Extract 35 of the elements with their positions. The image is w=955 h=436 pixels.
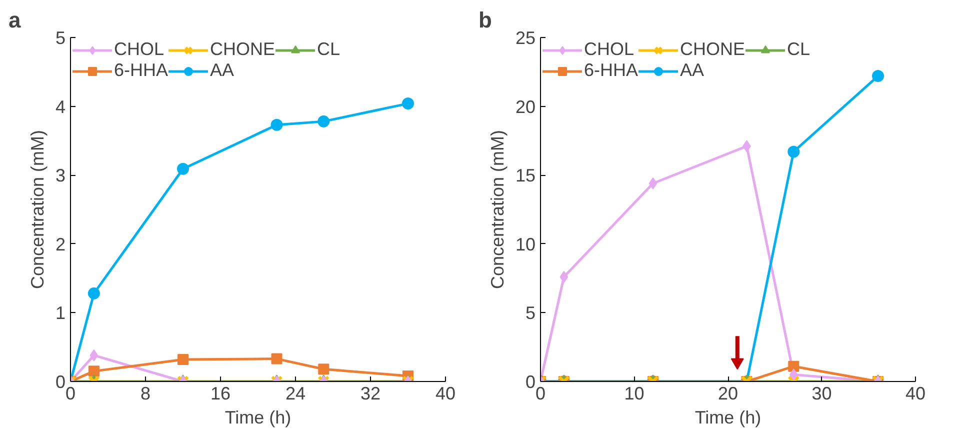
legend-label: CHOL xyxy=(584,39,634,60)
x-axis-title: Time (h) xyxy=(694,408,762,428)
y-tick-label: 15 xyxy=(515,166,536,186)
x-tick-label: 8 xyxy=(140,384,151,404)
y-tick-label: 3 xyxy=(55,166,66,186)
x-tick-label: 16 xyxy=(210,384,231,404)
legend-label: CL xyxy=(787,39,810,60)
x-tick-label: 40 xyxy=(435,384,456,404)
chart-title: b xyxy=(478,8,492,32)
y-tick-label: 5 xyxy=(525,303,536,324)
legend-label: CL xyxy=(317,39,340,60)
x-axis-title: Time (h) xyxy=(224,408,292,428)
x-tick-label: 32 xyxy=(360,384,381,404)
chart-title: a xyxy=(8,8,22,32)
y-axis-title: Concentration (mM) xyxy=(27,130,48,290)
legend-label: CHOL xyxy=(114,39,164,60)
x-tick-label: 20 xyxy=(718,384,738,404)
x-tick-label: 24 xyxy=(285,384,306,404)
y-tick-label: 25 xyxy=(515,28,536,48)
x-tick-label: 30 xyxy=(812,384,832,404)
x-tick-label: 40 xyxy=(905,384,926,404)
legend-label: CHONE xyxy=(680,39,746,60)
x-tick-label: 10 xyxy=(624,384,644,404)
y-tick-label: 10 xyxy=(515,234,536,254)
y-tick-label: 20 xyxy=(515,96,536,117)
legend-label: CHONE xyxy=(210,39,276,60)
legend-label: AA xyxy=(680,60,704,81)
legend-label: 6-HHA xyxy=(584,60,638,81)
y-tick-label: 4 xyxy=(55,96,66,117)
y-tick-label: 5 xyxy=(55,28,66,48)
y-tick-label: 2 xyxy=(55,234,66,254)
y-axis-title: Concentration (mM) xyxy=(487,130,508,290)
y-tick-label: 1 xyxy=(55,303,66,324)
legend-label: 6-HHA xyxy=(114,60,168,81)
legend-label: AA xyxy=(210,60,234,81)
